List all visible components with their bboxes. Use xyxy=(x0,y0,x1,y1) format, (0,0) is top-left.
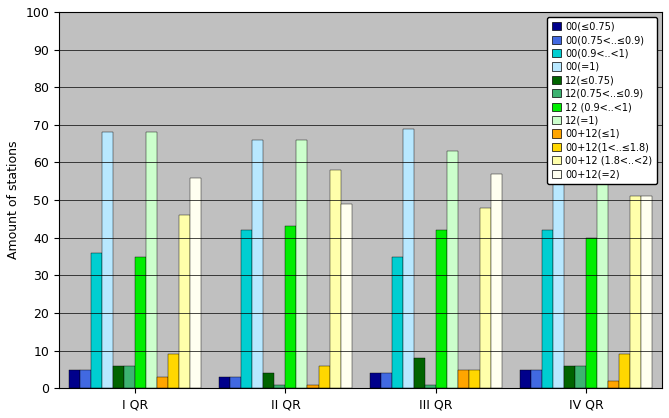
Bar xyxy=(274,385,286,388)
Legend: 00(≤0.75), 00(0.75<..≤0.9), 00(0.9<..<1), 00(=1), 12(≤0.75), 12(0.75<..≤0.9), 12: 00(≤0.75), 00(0.75<..≤0.9), 00(0.9<..<1)… xyxy=(547,17,657,184)
Bar xyxy=(124,366,135,388)
Bar xyxy=(69,370,80,388)
Bar xyxy=(135,257,147,388)
Bar xyxy=(381,373,391,388)
Bar xyxy=(318,366,330,388)
Bar xyxy=(102,133,113,388)
Bar xyxy=(597,155,608,388)
Bar xyxy=(157,377,169,388)
Bar xyxy=(491,174,502,388)
Bar xyxy=(286,227,296,388)
Bar xyxy=(436,230,447,388)
Bar xyxy=(219,377,230,388)
Bar xyxy=(447,151,458,388)
Bar xyxy=(608,381,619,388)
Bar xyxy=(91,253,102,388)
Bar xyxy=(369,373,381,388)
Bar xyxy=(641,196,652,388)
Bar xyxy=(190,178,201,388)
Bar xyxy=(169,354,179,388)
Bar xyxy=(458,370,469,388)
Bar xyxy=(242,230,252,388)
Bar xyxy=(553,155,564,388)
Bar xyxy=(564,366,575,388)
Bar xyxy=(542,230,553,388)
Bar xyxy=(403,129,413,388)
Y-axis label: Amount of stations: Amount of stations xyxy=(7,141,20,260)
Bar xyxy=(330,170,341,388)
Bar xyxy=(619,354,630,388)
Bar xyxy=(469,370,480,388)
Bar xyxy=(308,385,318,388)
Bar xyxy=(413,358,425,388)
Bar xyxy=(296,140,308,388)
Bar xyxy=(80,370,91,388)
Bar xyxy=(264,373,274,388)
Bar xyxy=(252,140,264,388)
Bar xyxy=(480,208,491,388)
Bar xyxy=(147,133,157,388)
Bar xyxy=(531,370,542,388)
Bar xyxy=(630,196,641,388)
Bar xyxy=(230,377,242,388)
Bar xyxy=(113,366,124,388)
Bar xyxy=(425,385,436,388)
Bar xyxy=(391,257,403,388)
Bar xyxy=(520,370,531,388)
Bar xyxy=(179,215,190,388)
Bar xyxy=(575,366,586,388)
Bar xyxy=(586,238,597,388)
Bar xyxy=(341,204,352,388)
